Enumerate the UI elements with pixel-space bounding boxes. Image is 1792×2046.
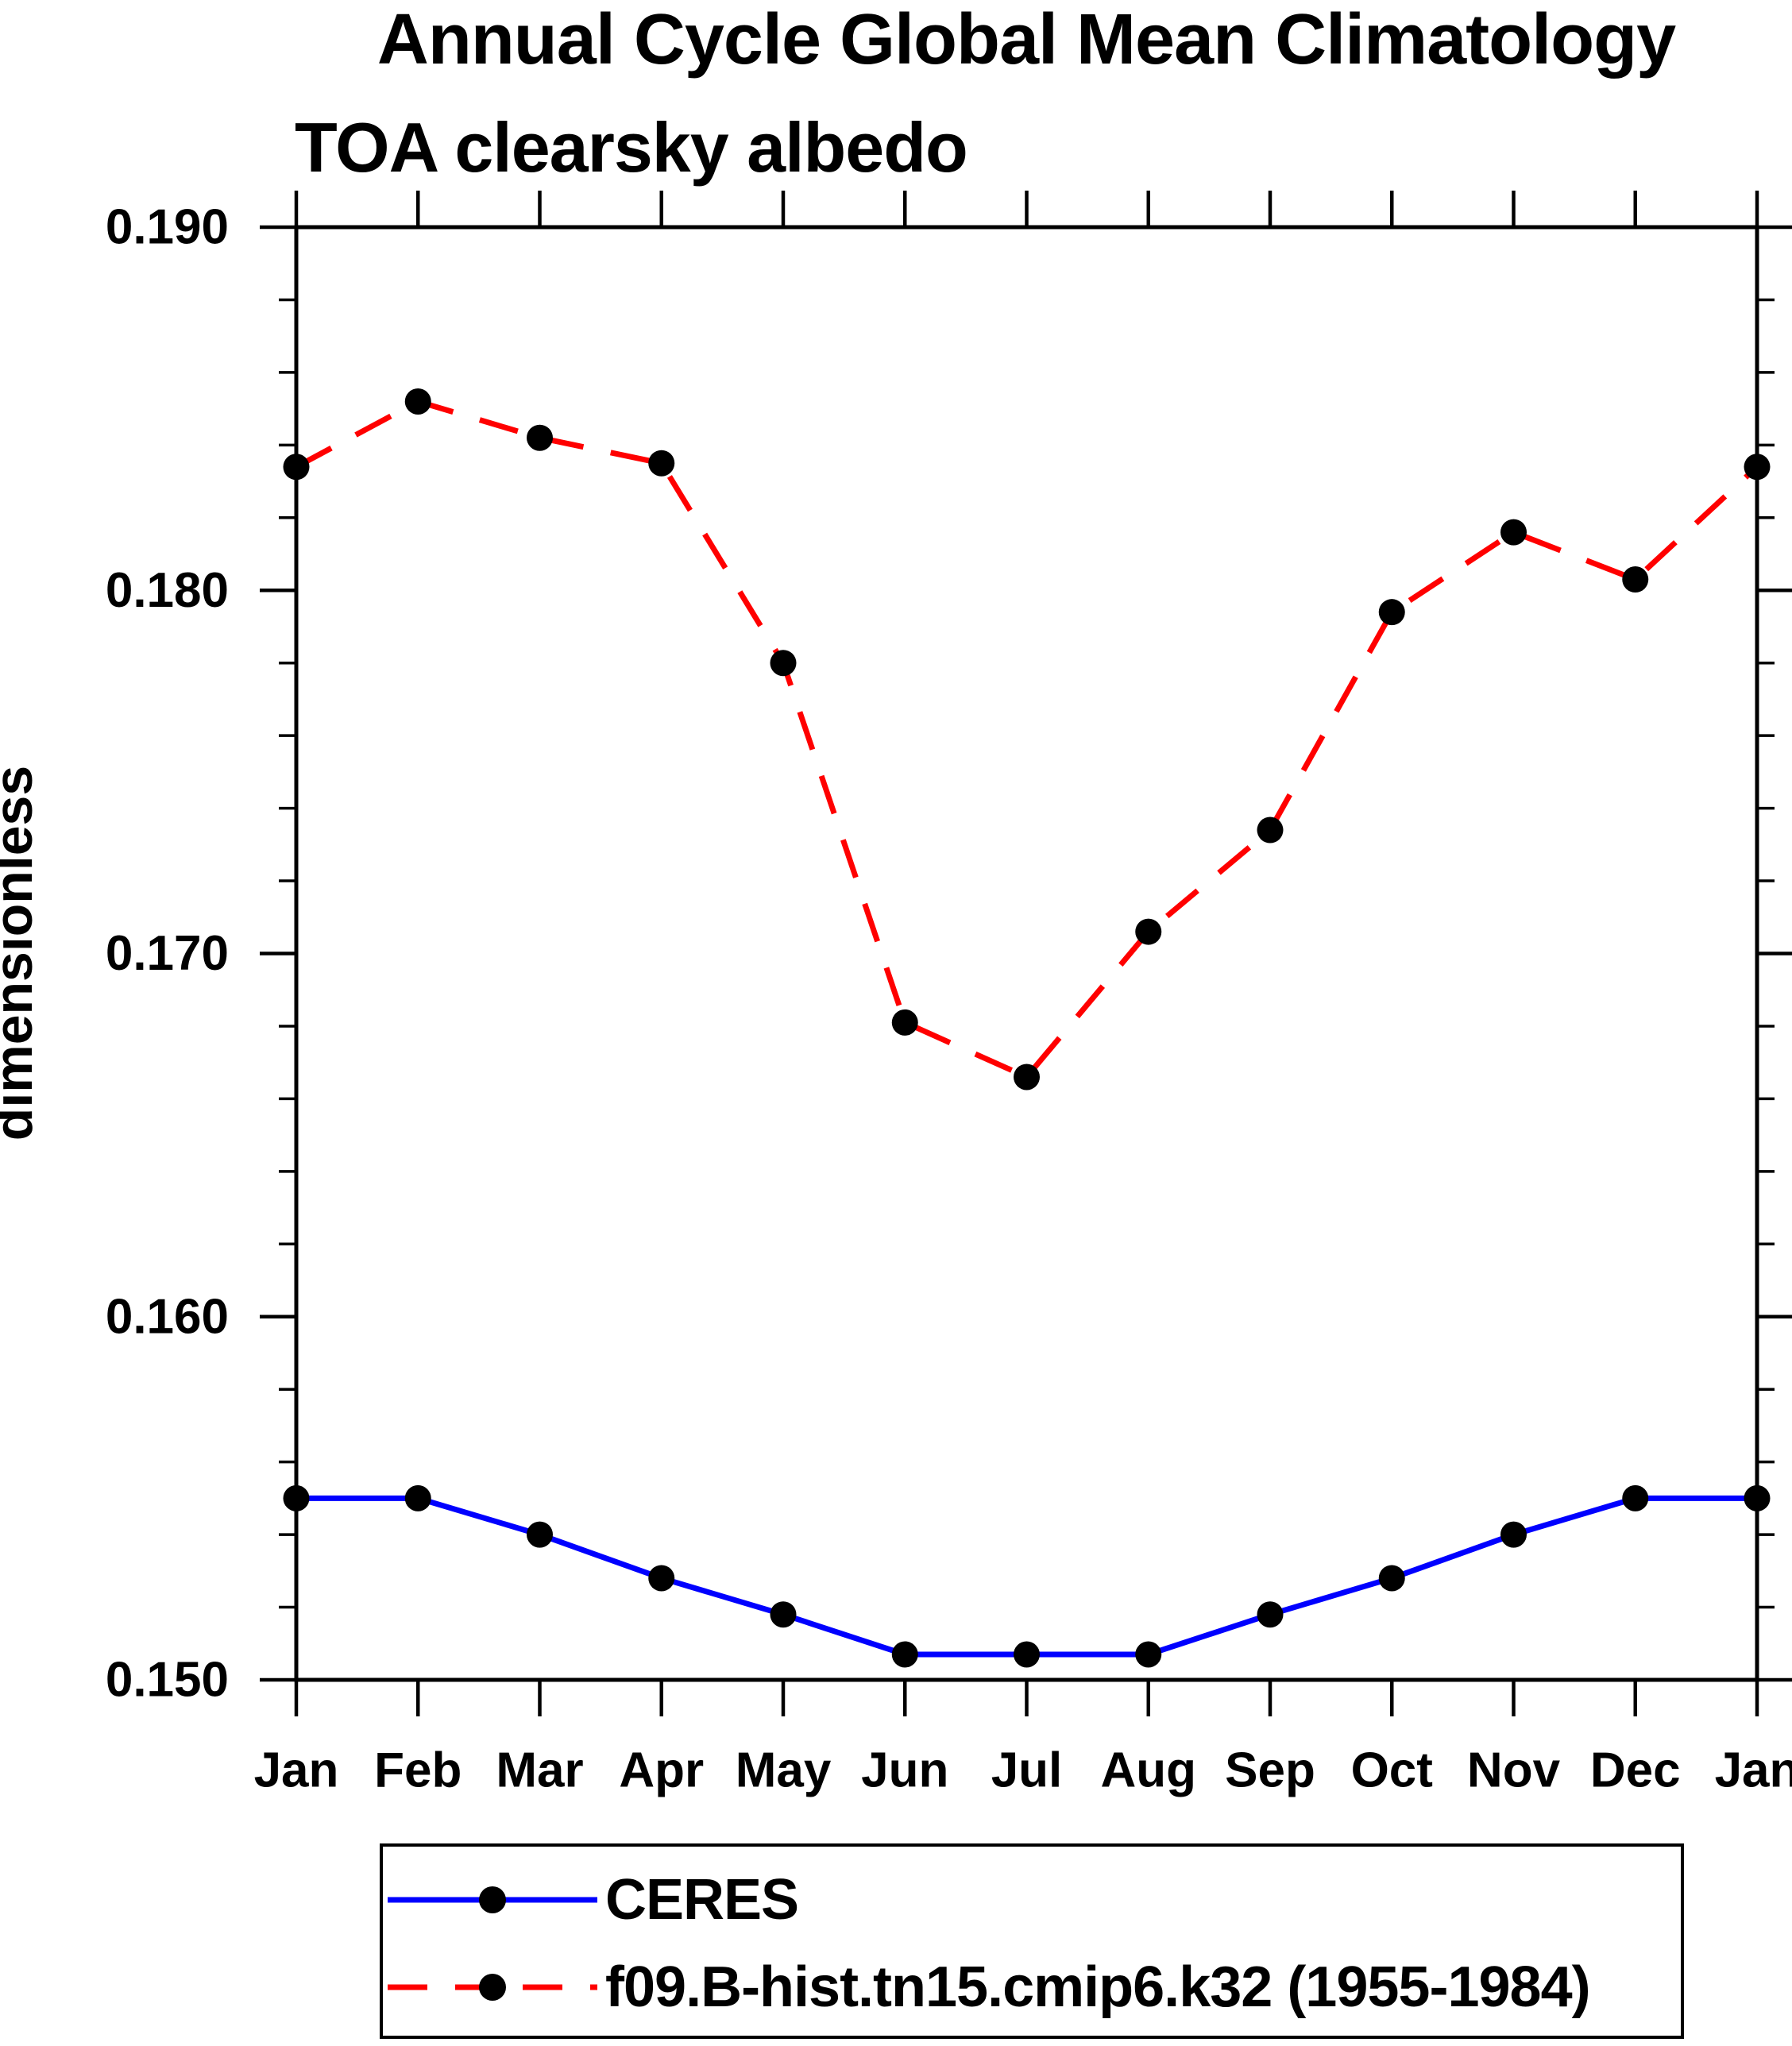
x-tick-label: Jan xyxy=(1715,1743,1792,1798)
legend-marker-ceres-icon xyxy=(479,1886,506,1913)
chart-subtitle: TOA clearsky albedo xyxy=(295,108,967,187)
data-point-marker-series-1 xyxy=(404,388,431,415)
data-point-marker-series-1 xyxy=(1378,599,1405,626)
x-tick-label: Oct xyxy=(1351,1743,1433,1798)
data-point-marker-series-0 xyxy=(770,1601,797,1628)
x-tick-label: Feb xyxy=(374,1743,462,1798)
legend-marker-model-icon xyxy=(479,1974,506,2001)
data-point-marker-series-1 xyxy=(648,450,675,477)
y-tick-label: 0.170 xyxy=(106,926,229,981)
data-point-marker-series-0 xyxy=(404,1484,431,1511)
plot-area: Jan Feb Mar Apr May Jun Jul Aug Sep Oct Nov Dec Jan 0… xyxy=(106,191,1792,1798)
data-point-marker-series-0 xyxy=(1622,1484,1649,1511)
x-tick-label: Jan xyxy=(254,1743,339,1798)
data-point-marker-series-0 xyxy=(1744,1484,1771,1511)
x-tick-label: Dec xyxy=(1590,1743,1681,1798)
plot-frame xyxy=(294,225,1759,1682)
data-point-marker-series-1 xyxy=(1622,566,1649,593)
data-point-marker-series-0 xyxy=(1500,1521,1527,1548)
y-axis-title: dimensionless xyxy=(0,766,44,1141)
series-line-1 xyxy=(295,398,1759,1081)
x-tick-label: May xyxy=(736,1743,832,1798)
legend-box xyxy=(380,1843,1684,2039)
data-point-marker-series-0 xyxy=(283,1484,310,1511)
x-tick-label: Jul xyxy=(991,1743,1063,1798)
chart-title: Annual Cycle Global Mean Climatology xyxy=(377,0,1676,79)
data-point-marker-series-0 xyxy=(1014,1641,1040,1668)
data-point-marker-series-1 xyxy=(770,650,797,677)
x-tick-label: Mar xyxy=(496,1743,583,1798)
data-point-marker-series-0 xyxy=(1135,1641,1162,1668)
data-point-marker-series-0 xyxy=(527,1521,553,1548)
data-point-marker-series-1 xyxy=(1135,918,1162,945)
legend-label-ceres: CERES xyxy=(605,1868,798,1932)
y-tick-label: 0.190 xyxy=(106,200,229,255)
data-point-marker-series-0 xyxy=(648,1565,675,1592)
data-point-marker-series-1 xyxy=(1500,519,1527,546)
y-tick-label: 0.150 xyxy=(106,1653,229,1708)
data-point-marker-series-1 xyxy=(1257,816,1284,843)
data-point-marker-series-1 xyxy=(283,454,310,481)
legend: CERES f09.B-hist.tn15.cmip6.k32 (1955-19… xyxy=(380,1843,1684,2039)
x-tick-label: Jun xyxy=(861,1743,948,1798)
series-line-0 xyxy=(296,1495,1757,1658)
y-tick-label: 0.160 xyxy=(106,1289,229,1344)
y-tick-label: 0.180 xyxy=(106,563,229,618)
data-point-marker-series-1 xyxy=(1014,1064,1040,1091)
x-tick-label: Sep xyxy=(1225,1743,1315,1798)
data-point-marker-series-1 xyxy=(891,1009,918,1036)
x-tick-label: Apr xyxy=(619,1743,704,1798)
data-point-marker-series-0 xyxy=(891,1641,918,1668)
x-tick-label: Aug xyxy=(1100,1743,1196,1798)
data-point-marker-series-1 xyxy=(527,424,553,451)
x-tick-label: Nov xyxy=(1467,1743,1561,1798)
data-point-marker-series-1 xyxy=(1744,454,1771,481)
data-point-marker-series-0 xyxy=(1378,1565,1405,1592)
data-point-marker-series-0 xyxy=(1257,1601,1284,1628)
legend-label-model: f09.B-hist.tn15.cmip6.k32 (1955-1984) xyxy=(605,1955,1590,2019)
